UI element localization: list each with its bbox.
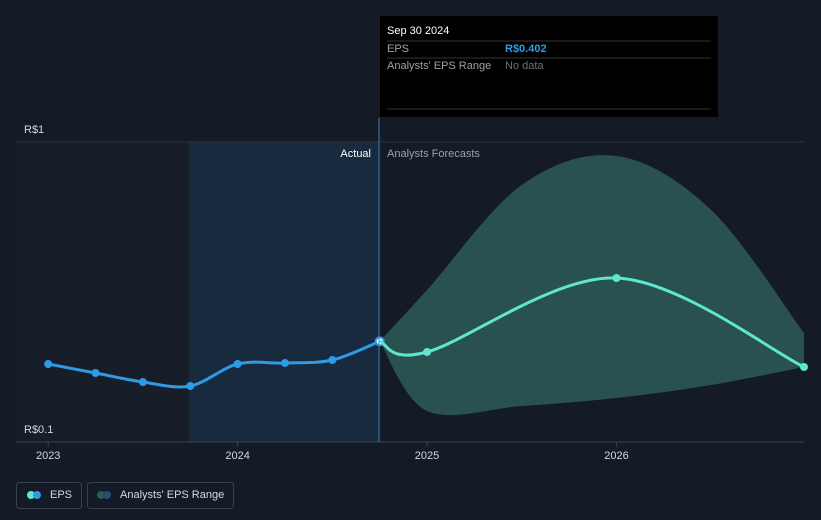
x-tick-label: 2025 <box>415 450 439 462</box>
legend-swatch <box>33 491 41 499</box>
point <box>280 359 289 367</box>
legend-item[interactable] <box>16 482 82 509</box>
tooltip-label: Analysts' EPS Range <box>387 60 491 72</box>
legend: EPS Analysts' EPS Range <box>16 482 234 509</box>
tooltip-date: Sep 30 2024 <box>387 25 449 37</box>
tooltip-label: EPS <box>387 43 409 55</box>
legend-swatch <box>103 491 111 499</box>
actual-label: Actual <box>340 148 371 160</box>
x-tick-label: 2024 <box>225 450 249 462</box>
legend-label: Analysts' EPS Range <box>120 489 224 501</box>
x-tick-label: 2026 <box>604 450 628 462</box>
point <box>138 378 147 386</box>
legend-swatch <box>27 491 35 499</box>
point <box>233 360 242 368</box>
forecast-label: Analysts Forecasts <box>387 148 480 160</box>
point <box>800 363 808 371</box>
line <box>379 276 805 369</box>
y-tick-label: R$0.1 <box>24 424 53 436</box>
plot: R$1 R$0.1 2023 2024 2025 2026 <box>16 124 808 462</box>
x-tick-label: 2023 <box>36 450 60 462</box>
tooltip-value: No data <box>505 60 544 72</box>
legend-label: EPS <box>50 489 72 501</box>
point <box>186 382 195 390</box>
range-area <box>379 155 804 416</box>
actual-highlight <box>189 142 379 442</box>
point <box>423 348 432 356</box>
point <box>328 356 337 364</box>
point <box>44 360 53 368</box>
tooltip-box <box>380 16 718 117</box>
legend-swatch <box>97 491 105 499</box>
tooltip: Sep 30 2024 EPS R$0.402 Analysts' EPS Ra… <box>380 16 718 117</box>
past-region <box>16 142 189 442</box>
tooltip-value: R$0.402 <box>505 43 547 55</box>
point <box>612 274 621 282</box>
line <box>47 339 381 389</box>
legend-item[interactable] <box>87 482 234 509</box>
y-tick-label: R$1 <box>24 124 44 136</box>
point <box>91 369 100 377</box>
